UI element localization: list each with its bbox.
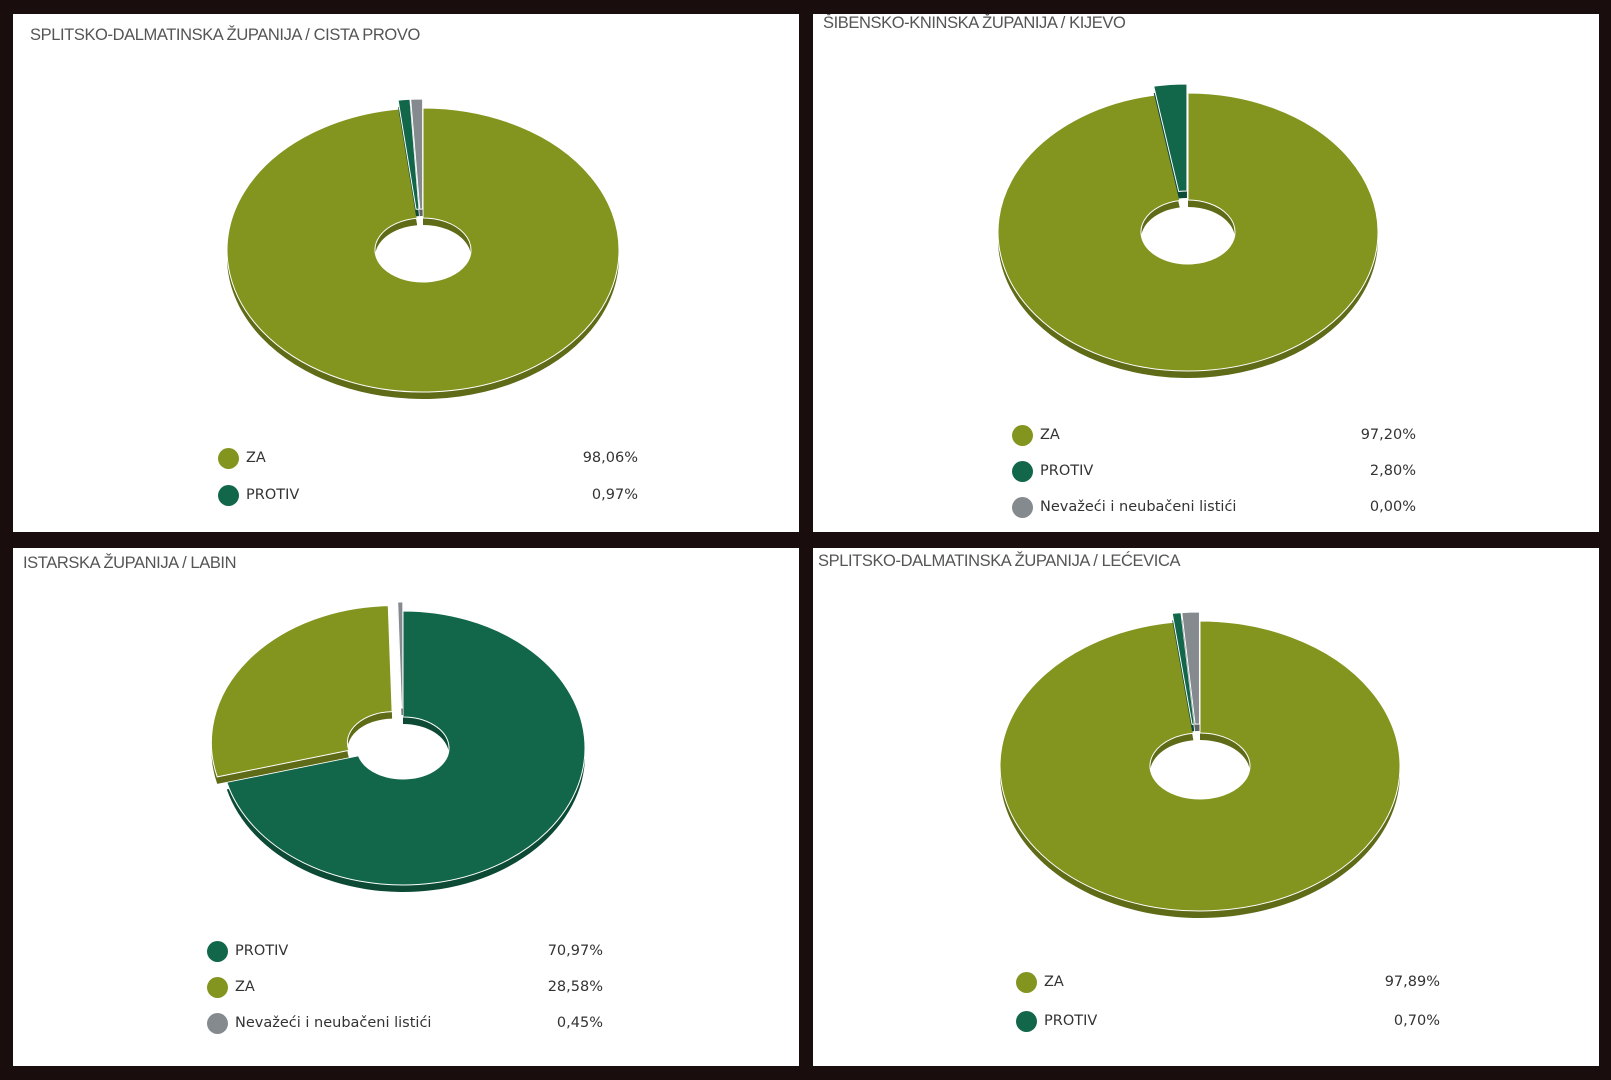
slice-face-za[interactable] — [999, 620, 1401, 912]
chart-panel-labin: ISTARSKA ŽUPANIJA / LABIN PROTIV 70,97% … — [13, 548, 799, 1066]
chart-title: ŠIBENSKO-KNINSKA ŽUPANIJA / KIJEVO — [823, 14, 1126, 32]
slice-face-protiv[interactable] — [226, 610, 586, 886]
legend-label: ZA — [246, 450, 266, 466]
legend-label: PROTIV — [1044, 1013, 1098, 1029]
legend-item-nevazeci[interactable]: Nevažeći i neubačeni listići 0,45% — [207, 1012, 603, 1038]
legend-item-protiv[interactable]: PROTIV 2,80% — [1012, 460, 1416, 486]
slice-face-other[interactable] — [410, 98, 424, 210]
legend-item-protiv[interactable]: PROTIV 0,97% — [218, 484, 638, 510]
legend-item-za[interactable]: ZA 97,20% — [1012, 424, 1416, 450]
slice-face-protiv[interactable] — [1153, 83, 1188, 193]
nevazeci-color-dot — [1012, 497, 1033, 518]
donut-chart[interactable] — [13, 548, 799, 1066]
slice-face-protiv[interactable] — [397, 98, 420, 210]
legend-label: ZA — [235, 979, 255, 995]
protiv-color-dot — [207, 941, 228, 962]
slice-za[interactable] — [997, 92, 1379, 379]
nevazeci-color-dot — [207, 1013, 228, 1034]
legend-label: Nevažeći i neubačeni listići — [1040, 499, 1237, 515]
legend-value: 97,89% — [1384, 974, 1440, 990]
slice-neva-e-i-i-neuba-eni-listi-i[interactable] — [397, 601, 404, 716]
legend-value: 0,45% — [556, 1015, 603, 1031]
chart-title: SPLITSKO-DALMATINSKA ŽUPANIJA / CISTA PR… — [30, 26, 420, 44]
slice-protiv[interactable] — [1153, 83, 1188, 199]
chart-panel-cista-provo: SPLITSKO-DALMATINSKA ŽUPANIJA / CISTA PR… — [13, 14, 799, 532]
slice-za[interactable] — [226, 107, 620, 399]
za-color-dot — [218, 448, 239, 469]
za-color-dot — [207, 977, 228, 998]
protiv-color-dot — [1016, 1011, 1037, 1032]
legend-item-nevazeci[interactable]: Nevažeći i neubačeni listići 0,00% — [1012, 496, 1416, 522]
legend-item-protiv[interactable]: PROTIV 0,70% — [1016, 1010, 1440, 1036]
slice-face-za[interactable] — [226, 107, 620, 393]
legend-value: 70,97% — [547, 943, 603, 959]
legend-label: Nevažeći i neubačeni listići — [235, 1015, 432, 1031]
chart-title: ISTARSKA ŽUPANIJA / LABIN — [23, 554, 237, 572]
donut-chart[interactable] — [13, 14, 799, 532]
chart-panel-lecevica: SPLITSKO-DALMATINSKA ŽUPANIJA / LEĆEVICA… — [813, 548, 1599, 1066]
slice-protiv[interactable] — [397, 98, 420, 217]
legend-item-protiv[interactable]: PROTIV 70,97% — [207, 940, 603, 966]
chart-panel-kijevo: ŠIBENSKO-KNINSKA ŽUPANIJA / KIJEVO ZA 97… — [813, 14, 1599, 532]
slice-face-za[interactable] — [210, 605, 393, 778]
slice-other[interactable] — [410, 98, 424, 217]
legend-value: 98,06% — [582, 450, 638, 466]
legend-label: PROTIV — [246, 487, 300, 503]
za-color-dot — [1012, 425, 1033, 446]
chart-title: SPLITSKO-DALMATINSKA ŽUPANIJA / LEĆEVICA — [818, 552, 1181, 570]
slice-face-za[interactable] — [997, 92, 1379, 372]
slice-other[interactable] — [1181, 611, 1200, 732]
legend-item-za[interactable]: ZA 97,89% — [1016, 971, 1440, 997]
legend-item-za[interactable]: ZA 28,58% — [207, 976, 603, 1002]
za-color-dot — [1016, 972, 1037, 993]
legend-value: 0,70% — [1393, 1013, 1440, 1029]
legend-value: 97,20% — [1360, 427, 1416, 443]
legend-value: 0,97% — [591, 487, 638, 503]
slice-za[interactable] — [210, 605, 393, 784]
legend-value: 2,80% — [1369, 463, 1416, 479]
slice-face-other[interactable] — [1181, 611, 1200, 725]
legend-label: PROTIV — [235, 943, 289, 959]
protiv-color-dot — [218, 485, 239, 506]
slice-protiv[interactable] — [226, 610, 586, 892]
legend-label: ZA — [1044, 974, 1064, 990]
donut-chart[interactable] — [813, 548, 1599, 1066]
legend-label: PROTIV — [1040, 463, 1094, 479]
legend-item-za[interactable]: ZA 98,06% — [218, 447, 638, 473]
protiv-color-dot — [1012, 461, 1033, 482]
slice-face-neva-e-i-i-neuba-eni-listi-i[interactable] — [397, 601, 404, 709]
donut-chart[interactable] — [813, 14, 1599, 532]
legend-value: 0,00% — [1369, 499, 1416, 515]
slice-za[interactable] — [999, 620, 1401, 918]
legend-value: 28,58% — [547, 979, 603, 995]
legend-label: ZA — [1040, 427, 1060, 443]
